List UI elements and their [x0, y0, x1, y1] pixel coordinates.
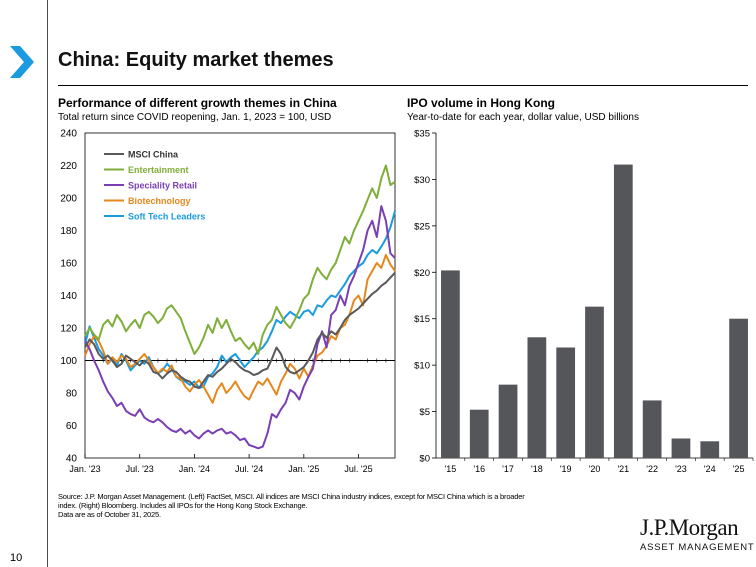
x-tick-label: '15: [445, 464, 457, 474]
title-divider: [58, 85, 748, 86]
y-tick-label: 40: [66, 454, 78, 465]
legend-label: Biotechnology: [128, 196, 191, 206]
jpmorgan-logo: J.P.Morgan ASSET MANAGEMENT: [640, 515, 755, 553]
y-tick-label: 220: [60, 161, 77, 172]
x-tick-label: '23: [675, 464, 687, 474]
legend-label: Soft Tech Leaders: [128, 212, 205, 222]
ipo-bar: [729, 318, 748, 458]
y-tick-label: 120: [60, 324, 77, 335]
source-line: Data are as of October 31, 2025.: [58, 510, 161, 519]
y-tick-label: $20: [414, 268, 430, 279]
series-line-entertainment: [84, 164, 396, 355]
y-tick-label: $0: [419, 454, 430, 465]
legend-label: Speciality Retail: [128, 181, 197, 191]
right-chart-title: IPO volume in Hong Kong: [407, 96, 555, 110]
legend-label: Entertainment: [128, 165, 189, 175]
x-tick-label: '18: [531, 464, 543, 474]
y-tick-label: $35: [414, 129, 430, 140]
series-line-soft-tech-leaders: [84, 210, 396, 390]
x-tick-label: '24: [704, 464, 716, 474]
y-tick-label: $15: [414, 314, 430, 325]
series-line-speciality-retail: [84, 205, 396, 450]
ipo-bar: [498, 384, 518, 458]
x-tick-label: '20: [589, 464, 601, 474]
logo-name: J.P.Morgan: [640, 515, 739, 540]
x-tick-label: '17: [502, 464, 514, 474]
y-tick-label: 140: [60, 291, 77, 302]
page-number: 10: [10, 552, 23, 564]
themes-line-chart: 40 60 80 100 120 140 160 180 200 220 240 Jan. '23 Ju…: [60, 129, 396, 474]
ipo-bar: [585, 306, 604, 458]
ipo-bar: [556, 347, 576, 458]
x-tick-label: Jan. '25: [288, 464, 319, 474]
y-tick-label: $25: [414, 221, 430, 232]
x-tick-label: Jul. '25: [344, 464, 372, 474]
ipo-bar: [700, 441, 720, 458]
x-tick-label: '25: [733, 464, 745, 474]
y-tick-label: $30: [414, 175, 430, 186]
y-tick-label: 200: [60, 194, 77, 205]
ipo-bar: [469, 409, 489, 458]
ipo-bar: [671, 438, 691, 458]
left-margin-rule: [47, 0, 48, 567]
x-tick-label: Jul. '24: [235, 464, 263, 474]
y-tick-label: 100: [60, 356, 77, 367]
ipo-bar-chart: $0 $5 $10 $15 $20 $25 $30 $35 '15 '16 '17 '18 '19 '20…: [414, 129, 754, 474]
ipo-bar: [527, 337, 547, 458]
y-tick-label: 80: [66, 389, 78, 400]
y-tick-label: 160: [60, 259, 77, 270]
x-tick-label: '16: [473, 464, 485, 474]
left-chart-subtitle: Total return since COVID reopening, Jan.…: [58, 112, 332, 123]
x-tick-label: '19: [560, 464, 572, 474]
x-tick-label: Jul. '23: [126, 464, 154, 474]
right-chart-subtitle: Year-to-date for each year, dollar value…: [407, 112, 639, 123]
x-tick-label: '21: [617, 464, 629, 474]
y-tick-label: 180: [60, 226, 77, 237]
source-line: Source: J.P. Morgan Asset Management. (L…: [58, 492, 525, 501]
plot-frame: [84, 132, 396, 459]
source-note: Source: J.P. Morgan Asset Management. (L…: [58, 492, 658, 519]
logo-subtitle: ASSET MANAGEMENT: [640, 542, 755, 553]
series-line-msci-china: [84, 272, 396, 390]
x-tick-label: Jan. '23: [69, 464, 100, 474]
x-tick-label: '22: [646, 464, 658, 474]
x-tick-label: Jan. '24: [179, 464, 210, 474]
y-tick-label: 240: [60, 129, 77, 140]
source-line: index. (Right) Bloomberg. Includes all I…: [58, 501, 308, 510]
page-title: China: Equity market themes: [58, 49, 334, 71]
y-tick-label: $10: [414, 361, 430, 372]
ipo-bar: [441, 270, 460, 458]
ipo-bar: [613, 164, 633, 459]
ipo-bar: [642, 400, 662, 458]
chevron-right-icon: [10, 46, 34, 78]
y-tick-label: 60: [66, 421, 78, 432]
y-tick-label: $5: [419, 407, 430, 418]
left-chart-title: Performance of different growth themes i…: [58, 96, 337, 110]
legend-label: MSCI China: [128, 150, 179, 160]
